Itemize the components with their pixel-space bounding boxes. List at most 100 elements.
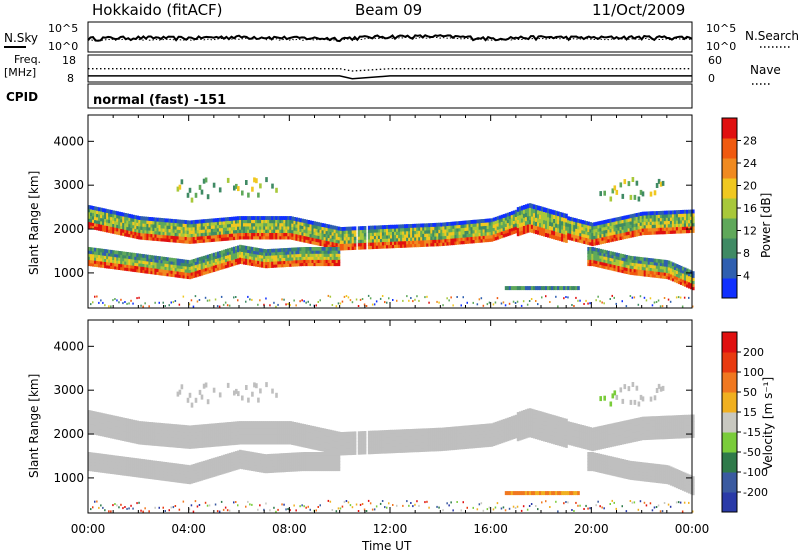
velocity-cell — [152, 428, 155, 433]
power-cell — [512, 220, 516, 225]
velocity-cell — [190, 431, 194, 436]
power-cell — [148, 270, 151, 274]
power-cell — [210, 256, 214, 261]
power-cell — [629, 227, 633, 232]
power-cell — [686, 274, 689, 279]
velocity-cell — [275, 510, 277, 513]
power-cell — [688, 212, 691, 217]
power-cell — [530, 211, 534, 217]
power-cell — [357, 305, 360, 307]
power-cell — [681, 266, 685, 271]
power-cell — [287, 257, 290, 261]
power-cell — [327, 224, 331, 229]
velocity-cell — [122, 424, 125, 428]
velocity-cell — [267, 440, 270, 445]
velocity-cell — [269, 430, 272, 435]
velocity-cell — [218, 442, 222, 447]
power-cell — [434, 236, 437, 240]
power-cell — [329, 256, 333, 260]
power-cell — [124, 222, 127, 227]
power-cell — [295, 227, 298, 232]
power-cell — [613, 252, 617, 256]
power-cell — [595, 241, 598, 246]
power-cell — [237, 254, 240, 259]
power-cell — [468, 226, 472, 231]
power-cell — [615, 233, 619, 238]
power-cell — [669, 217, 673, 221]
power-cell — [128, 255, 131, 260]
power-cell — [162, 234, 166, 239]
velocity-cell — [128, 418, 131, 423]
power-cell — [623, 228, 627, 233]
power-cell — [396, 227, 399, 232]
power-cell — [349, 236, 353, 241]
power-cell — [108, 255, 111, 260]
power-cell — [597, 295, 599, 298]
power-cell — [148, 261, 151, 265]
power-cell — [508, 212, 512, 216]
power-cell — [226, 254, 230, 259]
velocity-cell — [116, 419, 119, 424]
velocity-cell — [176, 463, 180, 468]
power-cell — [669, 226, 673, 231]
power-cell — [500, 227, 504, 232]
velocity-cell — [102, 432, 105, 437]
power-cell — [180, 274, 184, 279]
power-cell — [224, 258, 228, 262]
power-cell — [136, 297, 138, 300]
power-cell — [579, 226, 582, 230]
velocity-cell — [166, 430, 170, 434]
velocity-cell — [150, 425, 153, 430]
velocity-cell — [108, 510, 110, 513]
power-cell — [120, 218, 123, 223]
power-cell — [349, 239, 353, 244]
power-cell — [601, 264, 604, 269]
power-cell — [174, 235, 178, 240]
power-cell — [677, 223, 681, 227]
power-cell — [208, 238, 212, 243]
velocity-cell — [259, 437, 262, 442]
power-cell — [188, 303, 191, 306]
power-cell — [98, 251, 101, 256]
power-cell — [110, 262, 113, 266]
power-cell — [444, 232, 447, 236]
velocity-cell — [128, 457, 131, 461]
power-cell — [617, 268, 621, 273]
power-cell — [609, 218, 613, 223]
power-cell — [633, 194, 637, 200]
velocity-cell — [255, 434, 258, 438]
power-cell — [164, 266, 168, 270]
power-cell — [522, 205, 526, 210]
power-cell — [609, 298, 611, 300]
power-cell — [643, 272, 647, 277]
power-cell — [379, 297, 382, 300]
power-cell — [430, 236, 433, 240]
power-cell — [400, 227, 403, 232]
power-cell — [337, 233, 341, 237]
power-cell — [275, 254, 278, 259]
power-cell — [307, 239, 311, 244]
velocity-cell — [110, 470, 113, 474]
power-cell — [635, 271, 639, 276]
power-cell — [631, 262, 635, 266]
velocity-cell — [138, 421, 141, 425]
power-cell — [329, 241, 333, 245]
power-cell — [128, 230, 131, 235]
power-cell — [526, 219, 530, 225]
velocity-cell — [237, 421, 240, 426]
power-cell — [309, 230, 313, 235]
power-cell — [154, 237, 157, 241]
power-cell — [299, 300, 301, 303]
power-cell — [629, 224, 633, 228]
power-cell — [438, 242, 441, 247]
velocity-cell — [162, 477, 166, 481]
colorbar-tick-label: 8 — [743, 247, 750, 260]
power-cell — [257, 222, 260, 227]
velocity-cell — [146, 428, 149, 433]
power-cell — [138, 262, 141, 267]
power-cell — [126, 267, 129, 272]
power-cell — [305, 247, 308, 251]
power-cell — [359, 245, 363, 250]
power-cell — [265, 216, 268, 220]
power-cell — [112, 229, 115, 234]
